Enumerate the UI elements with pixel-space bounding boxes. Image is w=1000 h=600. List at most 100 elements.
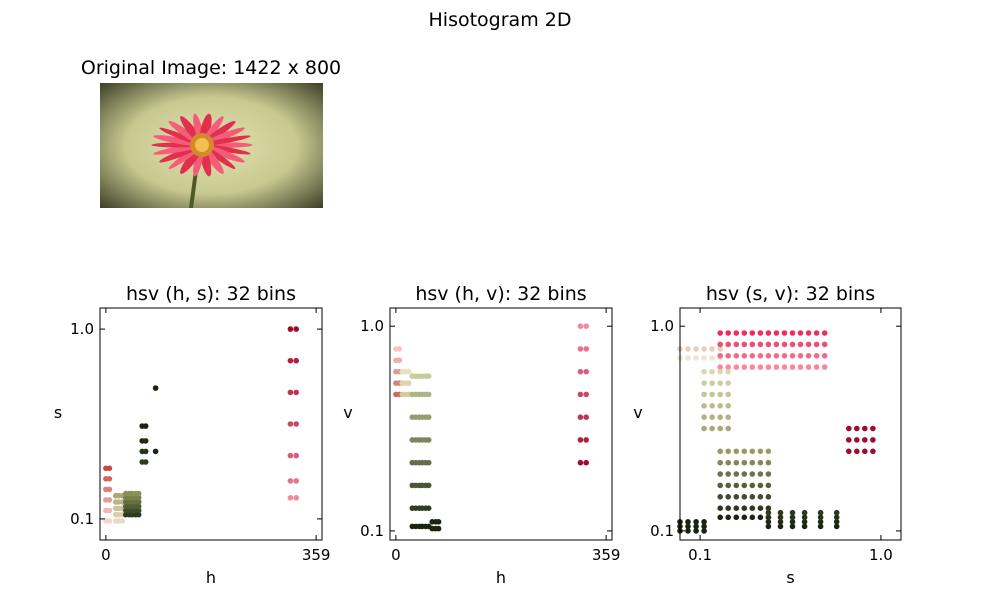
data-point-111 [725,514,731,521]
data-point-85 [701,368,707,375]
x-tick-label: 0 [391,546,401,564]
data-point-94 [717,403,723,409]
data-point-72 [435,519,442,525]
data-point-62 [425,459,432,466]
data-point-93 [717,414,723,421]
data-point-61 [142,459,149,465]
data-point-177 [801,523,808,530]
data-point-61 [425,482,432,489]
data-point-145 [757,448,764,455]
data-point-168 [765,509,772,516]
data-point-82 [701,403,707,409]
data-point-4 [693,355,699,361]
data-point-116 [725,459,731,466]
data-point-121 [733,482,740,489]
data-point-53 [135,503,142,510]
data-point-31 [749,330,756,336]
data-point-176 [789,509,796,516]
x-tick-label: 1.0 [869,546,893,564]
data-point-69 [846,437,852,443]
data-point-46 [781,341,788,348]
data-point-91 [709,368,715,375]
axes-frame [389,307,613,541]
data-point-108 [717,471,723,477]
data-point-72 [287,357,294,364]
panel-s-v: 0.1 1.0 0.1 1.0 hsv (s, v): 32 bins s v [633,283,902,587]
data-point-135 [749,482,756,489]
image-title: Original Image: 1422 x 800 [80,57,342,79]
data-point-75 [862,437,868,443]
data-point-35 [757,330,764,336]
data-point-76 [293,452,300,459]
x-axis-label: h [206,568,216,587]
data-point-106 [717,494,723,500]
data-point-78 [293,389,300,396]
data-point-127 [741,494,748,500]
data-point-122 [733,471,740,477]
data-point-60 [425,505,432,512]
data-point-73 [577,459,584,466]
axes-frame [99,307,323,541]
y-tick-label: 1.0 [360,317,384,335]
data-point-101 [725,391,731,398]
data-point-167 [765,514,772,521]
data-point-170 [777,519,784,525]
panel-h-v: 0 359 0.1 1.0 hsv (h, v): 32 bins h v [343,283,620,587]
data-point-74 [862,448,868,455]
data-point-102 [725,380,731,386]
data-point-7 [701,346,707,352]
data-point-67 [821,330,828,336]
data-point-97 [717,368,723,375]
data-point-130 [741,459,748,466]
data-point-100 [725,403,731,409]
data-point-166 [765,519,772,525]
data-point-42 [773,341,780,348]
data-point-174 [789,519,796,525]
y-axis-label: s [54,403,62,422]
data-point-120 [733,494,740,500]
data-point-51 [789,330,796,336]
data-point-34 [757,341,764,348]
data-point-60 [813,364,820,370]
data-point-50 [789,341,796,348]
data-point-65 [152,448,159,455]
data-point-70 [287,421,294,427]
data-point-20 [733,364,740,370]
data-point-110 [717,448,723,455]
data-point-134 [749,494,756,500]
data-point-95 [717,391,723,398]
data-point-85 [583,346,589,352]
data-point-27 [741,330,748,336]
data-point-65 [821,353,828,359]
data-point-132 [749,514,756,521]
data-point-64 [821,364,828,370]
data-point-63 [813,330,820,336]
data-point-6 [106,518,113,524]
data-point-17 [405,380,412,386]
data-point-131 [741,448,748,455]
data-point-87 [709,414,715,421]
data-point-62 [813,341,820,348]
data-point-183 [817,514,824,521]
data-point-83 [701,391,707,398]
data-point-86 [583,323,589,330]
data-point-142 [757,482,764,489]
data-point-114 [725,482,731,489]
data-point-37 [765,353,772,359]
data-point-184 [817,509,824,516]
data-point-71 [287,389,294,396]
data-point-152 [765,448,772,455]
data-point-159 [693,528,699,534]
y-tick-label: 0.1 [650,522,674,540]
data-point-147 [765,505,772,512]
x-axis-label: s [786,568,794,587]
data-point-150 [765,471,772,477]
data-point-14 [717,341,723,348]
data-point-133 [749,505,756,512]
data-point-78 [577,346,584,352]
data-point-149 [765,482,772,489]
data-point-107 [717,482,723,489]
data-point-88 [709,403,715,409]
data-point-158 [685,519,691,525]
